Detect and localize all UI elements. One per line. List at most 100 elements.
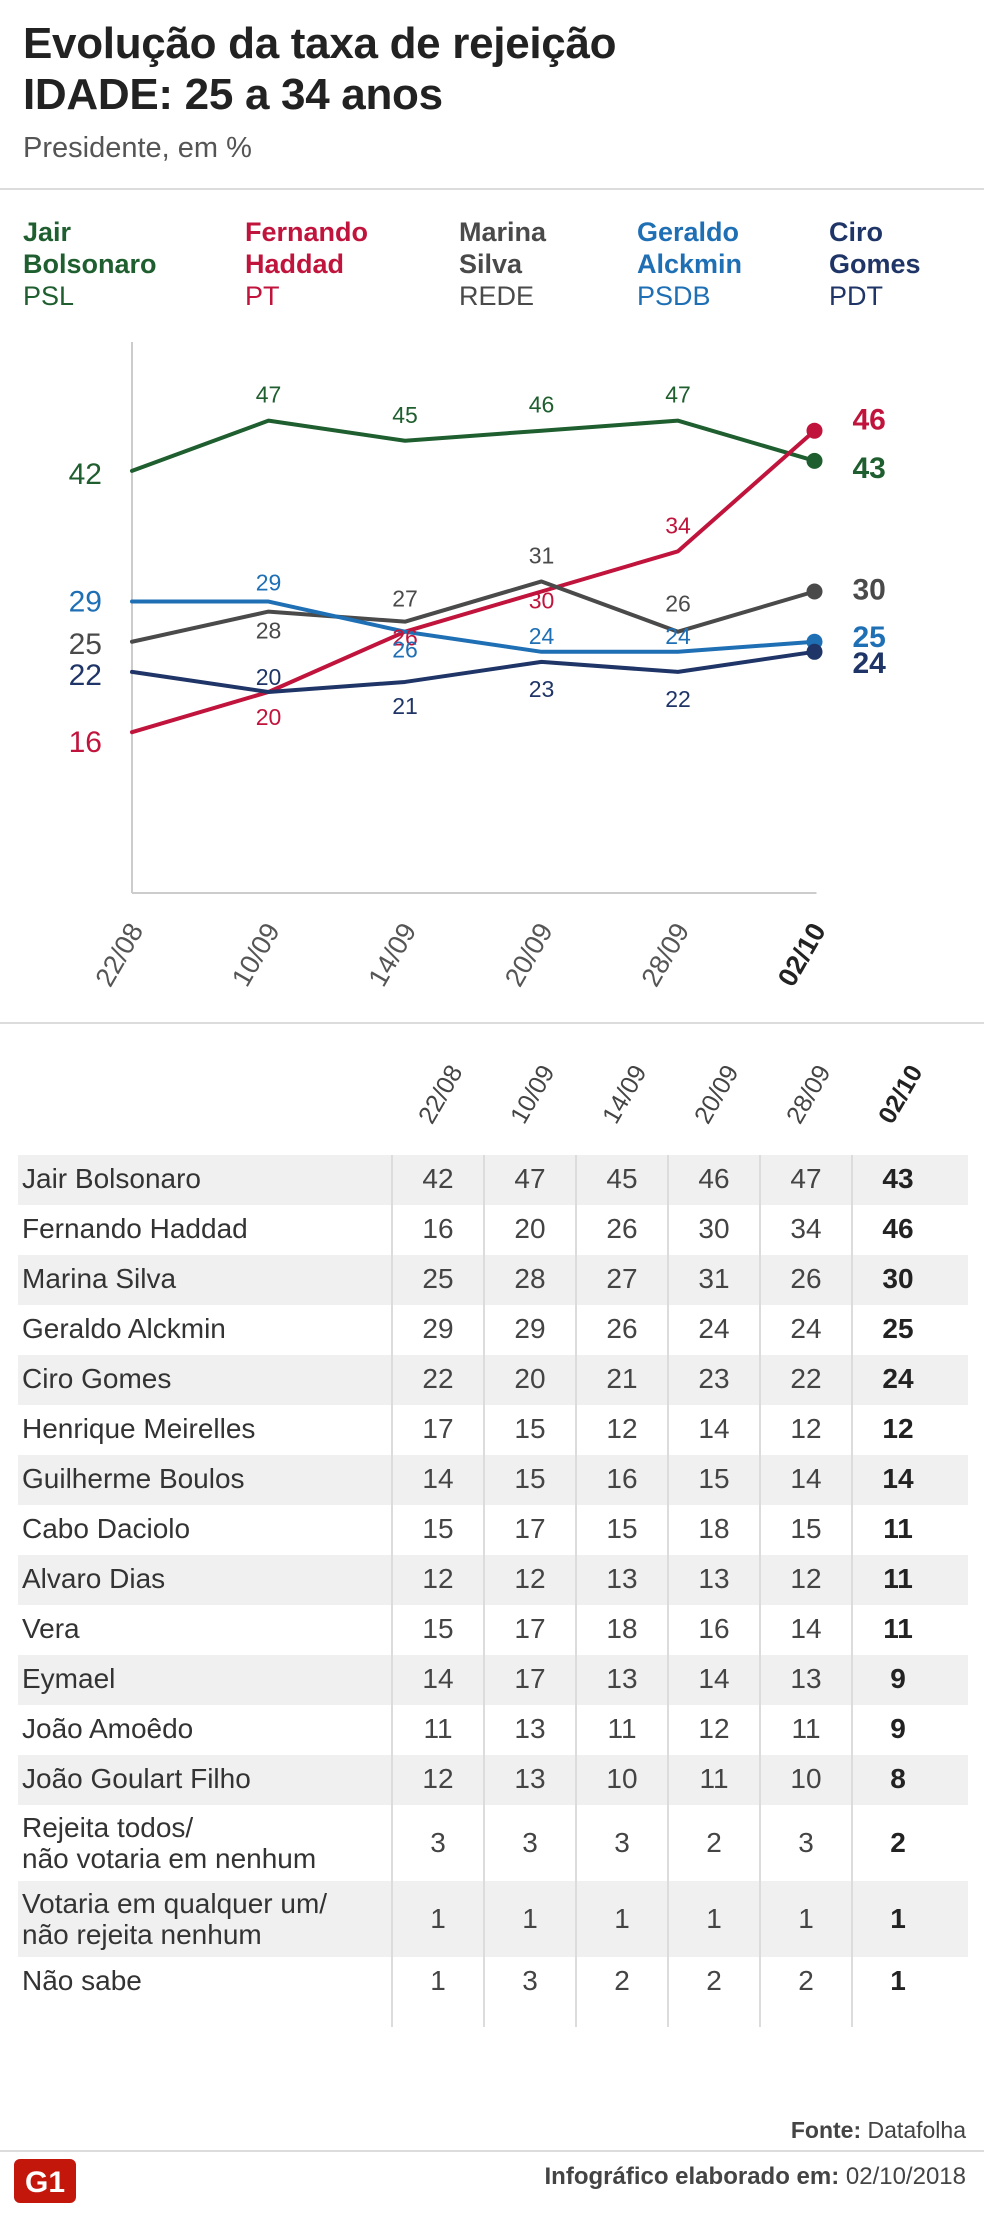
x-tick-label: 22/08 <box>89 918 149 992</box>
table-cell: 27 <box>606 1263 638 1294</box>
data-label: 45 <box>392 402 418 428</box>
table-cell: 3 <box>522 1827 538 1858</box>
table-cell: 2 <box>706 1965 722 1996</box>
title-line-2: IDADE: 25 a 34 anos <box>23 70 443 119</box>
table-cell: 26 <box>606 1313 638 1344</box>
table-cell: 12 <box>790 1563 822 1594</box>
data-label: 34 <box>665 512 691 538</box>
table-cell: 29 <box>422 1313 454 1344</box>
row-label: Cabo Daciolo <box>22 1513 190 1544</box>
series-line-1 <box>130 418 817 473</box>
table-column-header: 20/09 <box>688 1060 745 1129</box>
table-cell: 9 <box>890 1663 906 1694</box>
data-label: 25 <box>69 628 102 661</box>
row-label: Ciro Gomes <box>22 1363 171 1394</box>
table-cell: 1 <box>706 1903 722 1934</box>
table-column-header: 14/09 <box>596 1060 653 1129</box>
table-cell: 16 <box>422 1213 454 1244</box>
g1-logo-background <box>14 2159 76 2203</box>
table-cell: 14 <box>698 1413 730 1444</box>
x-tick-label: 02/10 <box>772 918 832 992</box>
column-separator <box>667 1155 669 2027</box>
table-cell: 12 <box>790 1413 822 1444</box>
data-label: 28 <box>256 618 282 644</box>
page-title: Evolução da taxa de rejeição IDADE: 25 a… <box>23 18 617 120</box>
table-row: Fernando Haddad 16 20 26 30 34 46 <box>18 1205 968 1255</box>
legend-name-2: Haddad <box>245 249 345 279</box>
table-cell: 12 <box>422 1763 454 1794</box>
row-label-line: Eymael <box>22 1663 116 1694</box>
table-cell: 13 <box>790 1663 822 1694</box>
row-label-line: Henrique Meirelles <box>22 1413 256 1444</box>
legend-name-1: Ciro <box>829 217 883 247</box>
table-cell: 15 <box>606 1513 638 1544</box>
series-end-marker-3 <box>806 583 823 600</box>
table-column-header: 10/09 <box>504 1060 561 1129</box>
table-cell: 17 <box>514 1513 546 1544</box>
table-row: Rejeita todos/não votaria em nenhum 3 3 3 2 3… <box>18 1805 968 1881</box>
row-label-line: João Amoêdo <box>22 1713 194 1744</box>
table-cell: 30 <box>882 1263 914 1294</box>
data-label: 20 <box>256 704 282 730</box>
row-label: Não sabe <box>22 1965 142 1996</box>
table-cell: 13 <box>606 1663 638 1694</box>
table-cell: 13 <box>514 1713 546 1744</box>
legend-party: PDT <box>829 281 883 311</box>
row-label: Alvaro Dias <box>22 1563 165 1594</box>
table-cell: 2 <box>798 1965 814 1996</box>
table-cell: 20 <box>514 1363 546 1394</box>
table-cell: 14 <box>422 1463 454 1494</box>
legend-item-ciro: Ciro Gomes PDT <box>829 216 921 312</box>
table-cell: 13 <box>514 1763 546 1794</box>
row-label: Henrique Meirelles <box>22 1413 255 1444</box>
title-line-1: Evolução da taxa de rejeição <box>23 19 617 68</box>
row-label: Rejeita todos/não votaria em nenhum <box>22 1812 316 1874</box>
credit-label: Infográfico elaborado em: <box>544 2163 840 2190</box>
data-label: 46 <box>529 392 555 418</box>
series-line-2 <box>130 428 817 735</box>
row-label-line: Jair Bolsonaro <box>22 1163 201 1194</box>
table-cell: 31 <box>698 1263 730 1294</box>
legend-item-bolsonaro: Jair Bolsonaro PSL <box>23 216 157 312</box>
table-cell: 28 <box>514 1263 546 1294</box>
table-cell: 1 <box>890 1965 906 1996</box>
data-label: 29 <box>256 570 282 596</box>
data-label: 24 <box>853 647 887 680</box>
table-cell: 2 <box>614 1965 630 1996</box>
data-label: 42 <box>69 458 102 491</box>
data-label: 23 <box>529 676 555 702</box>
column-separator <box>483 1155 485 2027</box>
data-label: 46 <box>853 404 886 437</box>
data-label: 22 <box>69 659 102 692</box>
table-cell: 2 <box>890 1827 906 1858</box>
table-cell: 26 <box>606 1213 638 1244</box>
table-cell: 12 <box>698 1713 730 1744</box>
table-cell: 46 <box>882 1213 914 1244</box>
row-label-line: não votaria em nenhum <box>22 1843 317 1874</box>
legend-name-1: Geraldo <box>637 217 740 247</box>
table-cell: 1 <box>890 1903 906 1934</box>
table-cell: 18 <box>698 1513 730 1544</box>
row-label-line: não rejeita nenhum <box>22 1919 262 1950</box>
data-label: 26 <box>392 637 418 663</box>
data-label: 43 <box>853 452 886 485</box>
table-cell: 21 <box>606 1363 638 1394</box>
column-separator <box>391 1155 393 2027</box>
legend-name-1: Fernando <box>245 217 369 247</box>
table-row: Ciro Gomes 22 20 21 23 22 24 <box>18 1355 968 1405</box>
table-cell: 47 <box>790 1163 822 1194</box>
page-subtitle: Presidente, em % <box>23 132 252 164</box>
legend-name-1: Marina <box>459 217 547 247</box>
data-label: 24 <box>529 623 555 649</box>
row-label: Marina Silva <box>22 1263 176 1294</box>
data-label: 31 <box>529 542 555 568</box>
table-cell: 10 <box>606 1763 638 1794</box>
source-label: Fonte: <box>790 2117 862 2143</box>
legend-item-haddad: Fernando Haddad PT <box>245 216 368 312</box>
column-separator <box>575 1155 577 2027</box>
row-label-line: Ciro Gomes <box>22 1363 172 1394</box>
table-row: Cabo Daciolo 15 17 15 18 15 11 <box>18 1505 968 1555</box>
table-row: Jair Bolsonaro 42 47 45 46 47 43 <box>18 1155 968 1205</box>
series-end-marker-1 <box>806 452 823 469</box>
legend-item-marina: Marina Silva REDE <box>459 216 546 312</box>
